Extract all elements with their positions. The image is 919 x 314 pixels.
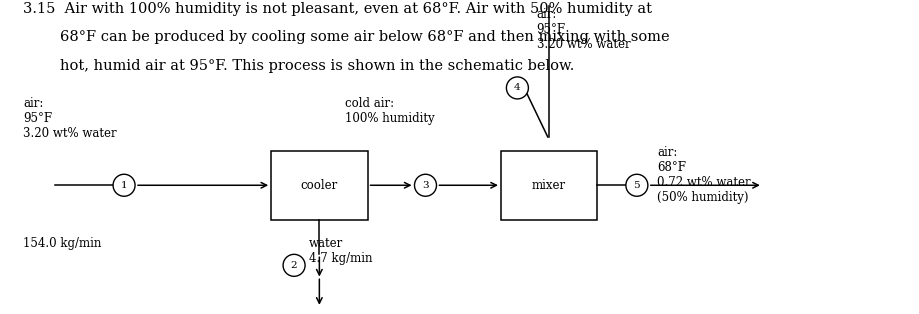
Text: 68°F can be produced by cooling some air below 68°F and then mixing with some: 68°F can be produced by cooling some air… xyxy=(23,30,670,45)
Text: hot, humid air at 95°F. This process is shown in the schematic below.: hot, humid air at 95°F. This process is … xyxy=(23,59,574,73)
Text: air:
68°F
0.72 wt% water
(50% humidity): air: 68°F 0.72 wt% water (50% humidity) xyxy=(657,146,751,204)
Text: 5: 5 xyxy=(633,181,641,190)
Ellipse shape xyxy=(626,174,648,196)
Text: air:
95°F
3.20 wt% water: air: 95°F 3.20 wt% water xyxy=(537,8,630,51)
Text: 2: 2 xyxy=(290,261,298,270)
Text: 3.15  Air with 100% humidity is not pleasant, even at 68°F. Air with 50% humidit: 3.15 Air with 100% humidity is not pleas… xyxy=(23,2,652,16)
Text: cooler: cooler xyxy=(301,179,338,192)
Ellipse shape xyxy=(414,174,437,196)
Text: 154.0 kg/min: 154.0 kg/min xyxy=(23,237,101,250)
Bar xyxy=(271,151,368,220)
Ellipse shape xyxy=(113,174,135,196)
Text: water
4.7 kg/min: water 4.7 kg/min xyxy=(309,237,372,265)
Text: 4: 4 xyxy=(514,84,521,92)
Ellipse shape xyxy=(283,254,305,276)
Ellipse shape xyxy=(506,77,528,99)
Text: air:
95°F
3.20 wt% water: air: 95°F 3.20 wt% water xyxy=(23,97,117,140)
Text: 3: 3 xyxy=(422,181,429,190)
Text: mixer: mixer xyxy=(532,179,566,192)
Bar xyxy=(501,151,597,220)
Text: 1: 1 xyxy=(120,181,128,190)
Text: cold air:
100% humidity: cold air: 100% humidity xyxy=(345,97,435,125)
